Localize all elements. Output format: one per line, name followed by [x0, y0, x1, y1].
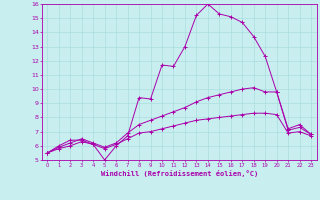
X-axis label: Windchill (Refroidissement éolien,°C): Windchill (Refroidissement éolien,°C) [100, 170, 258, 177]
